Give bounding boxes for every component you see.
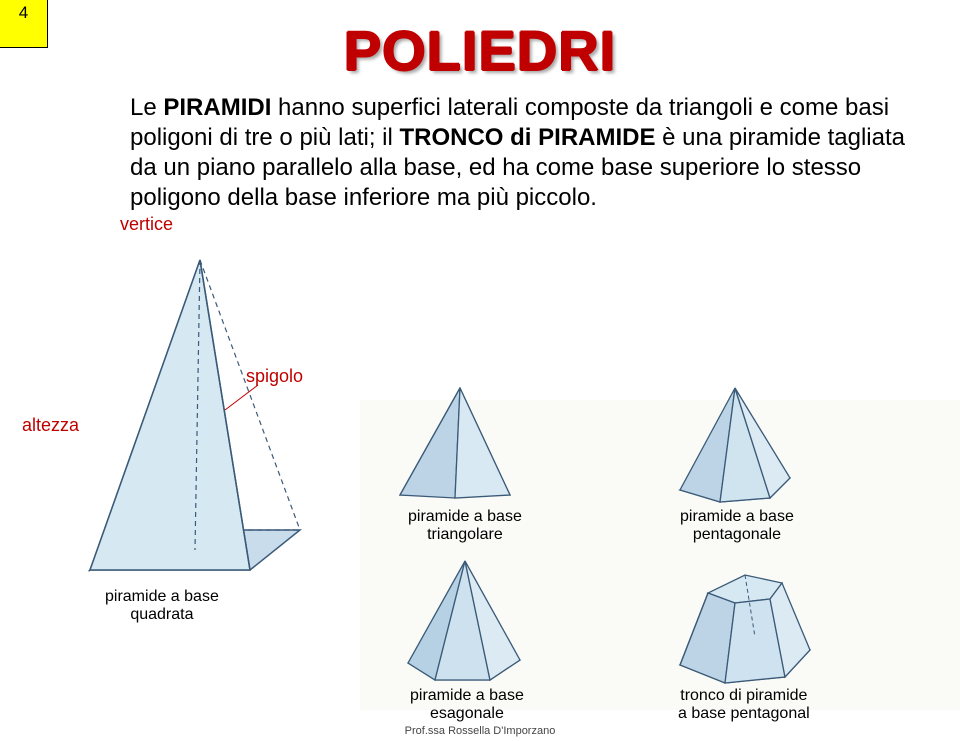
pyramid-svg	[50, 230, 330, 620]
label-triangolare: piramide a base triangolare	[408, 508, 522, 544]
small-pyramids-grid: piramide a base triangolare piramide a b…	[360, 380, 950, 720]
text-bold: PIRAMIDI	[163, 94, 271, 121]
label-base-quadrata: piramide a base quadrata	[105, 588, 219, 624]
body-paragraph: Le PIRAMIDI hanno superfici laterali com…	[130, 93, 930, 213]
footer-credit: Prof.ssa Rossella D'Imporzano	[405, 725, 556, 737]
pyramid-svg	[650, 555, 840, 690]
pyramid-hexagonal: piramide a base esagonale	[380, 555, 660, 715]
pyramid-svg	[380, 380, 540, 510]
pyramid-square-base: vertice altezza spigolo piramide a base …	[50, 230, 330, 620]
pyramid-triangular: piramide a base triangolare	[380, 380, 660, 540]
text: Le	[130, 94, 163, 121]
label-esagonale: piramide a base esagonale	[410, 687, 524, 723]
page-title: POLIEDRI	[344, 18, 616, 83]
label-vertice: vertice	[120, 214, 173, 235]
label-tronco: tronco di piramide a base pentagonal	[678, 687, 810, 723]
diagram-area: vertice altezza spigolo piramide a base …	[0, 210, 960, 710]
label-altezza: altezza	[22, 415, 79, 436]
pyramid-svg	[380, 555, 550, 690]
pyramid-pentagonal: piramide a base pentagonale	[650, 380, 930, 540]
page-number: 4	[0, 0, 48, 48]
pyramid-svg	[650, 380, 820, 510]
label-spigolo: spigolo	[246, 366, 303, 387]
pyramid-truncated-pentagonal: tronco di piramide a base pentagonal	[650, 555, 930, 715]
label-pentagonale: piramide a base pentagonale	[680, 508, 794, 544]
text-bold: TRONCO di PIRAMIDE	[399, 124, 655, 151]
